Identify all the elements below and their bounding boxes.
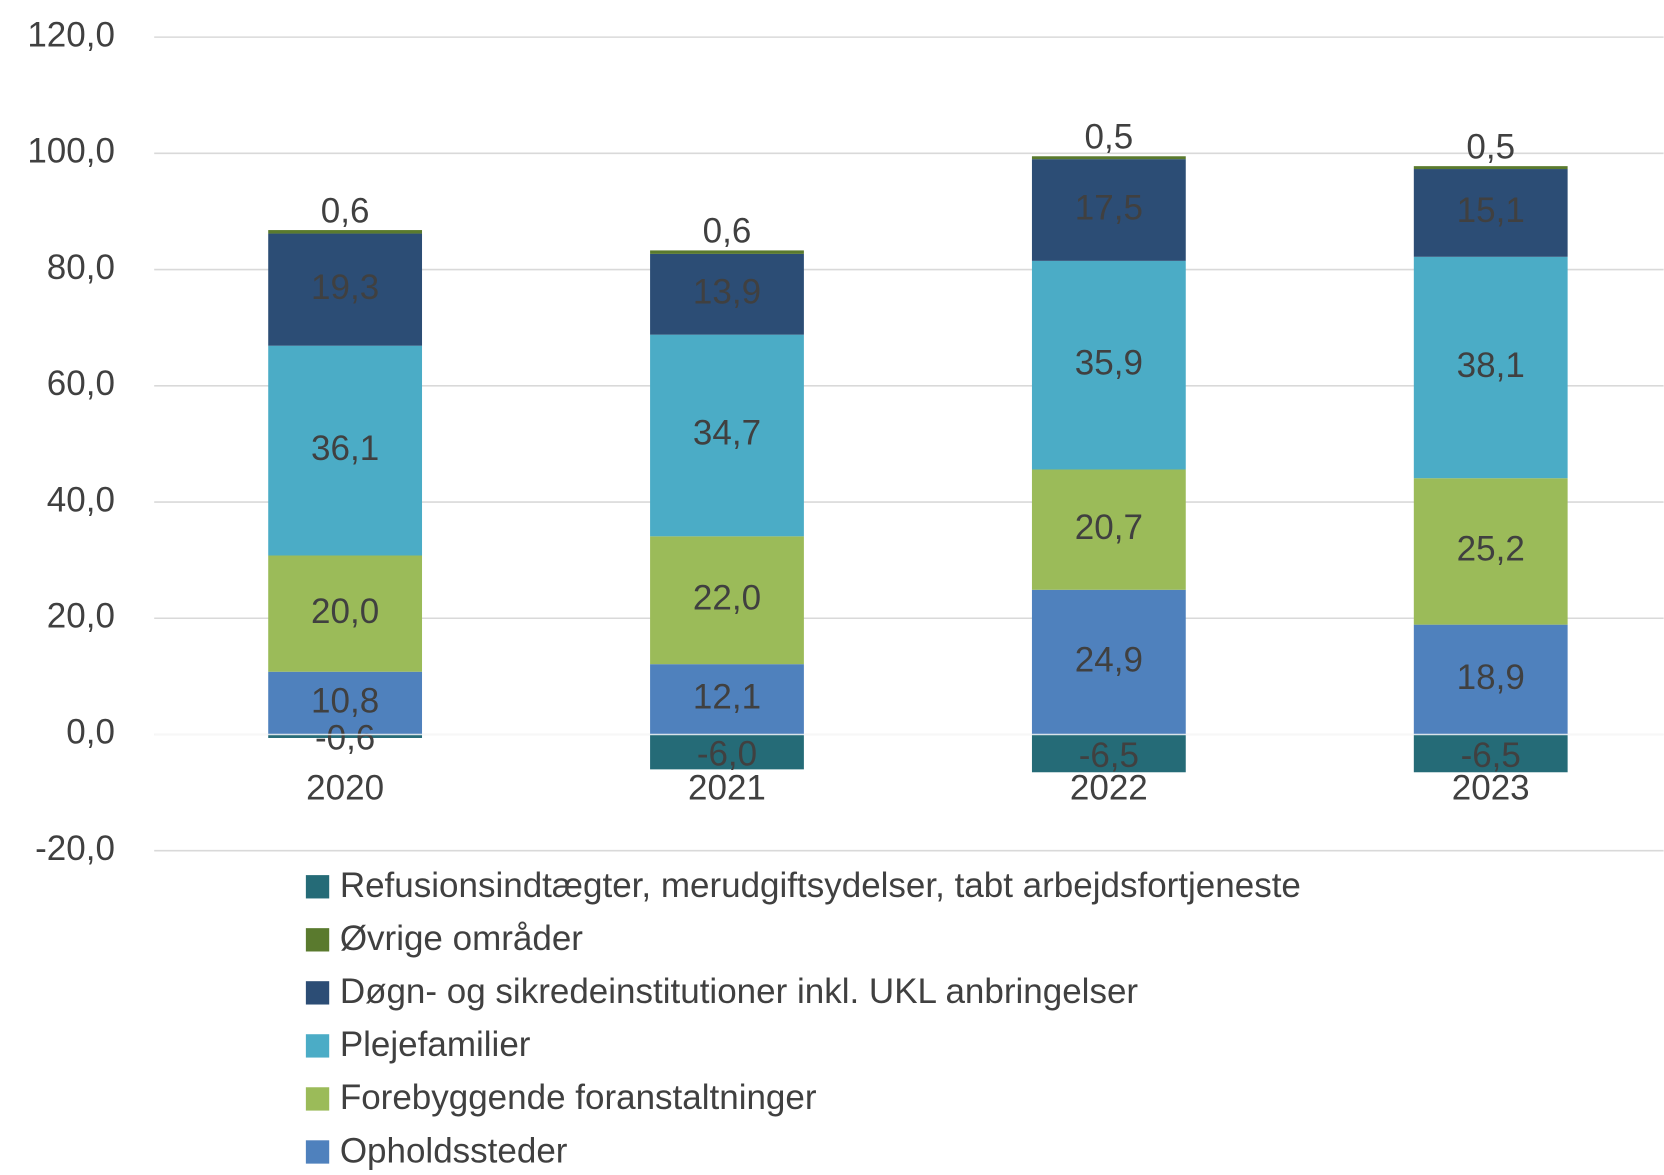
data-label: 0,5 [1085, 118, 1134, 157]
data-label: 13,9 [693, 273, 761, 312]
data-label: -0,6 [315, 719, 375, 758]
data-label: 15,1 [1457, 191, 1525, 230]
legend-swatch [305, 1087, 330, 1111]
bar-segment [1031, 469, 1186, 590]
bar-segment [1031, 260, 1186, 470]
data-label: 0,5 [1466, 127, 1515, 166]
bar-segment [1031, 159, 1186, 261]
data-label: 12,1 [693, 678, 761, 717]
bar-segment [650, 250, 804, 254]
legend-label: Refusionsindtægter, merudgiftsydelser, t… [340, 866, 1301, 905]
data-label: 35,9 [1075, 343, 1143, 382]
y-tick-label: 100,0 [27, 132, 115, 171]
bar-segment [268, 233, 423, 346]
data-label: 17,5 [1075, 188, 1143, 227]
y-tick-label: -20,0 [35, 829, 115, 868]
bar-segment [650, 334, 804, 537]
bar-segment [1413, 166, 1568, 170]
bar-segment [650, 664, 804, 735]
data-label: 34,7 [693, 414, 761, 453]
legend-label: Plejefamilier [340, 1025, 531, 1064]
data-label: -6,5 [1461, 736, 1521, 775]
bar-segment [1031, 156, 1186, 160]
legend-label: Opholdssteder [340, 1131, 568, 1170]
bar-segment [1413, 169, 1568, 257]
data-label: 20,7 [1075, 508, 1143, 547]
legend-swatch [305, 875, 330, 899]
x-tick-label: 2021 [688, 769, 766, 808]
bar-segment [650, 253, 804, 335]
data-label: 0,6 [321, 191, 370, 230]
bar-segment [1031, 589, 1186, 735]
legend-swatch [305, 981, 330, 1005]
legend-label: Døgn- og sikredeinstitutioner inkl. UKL … [340, 972, 1139, 1011]
y-tick-label: 60,0 [47, 364, 115, 403]
data-label: 22,0 [693, 578, 761, 617]
data-label: 10,8 [311, 681, 379, 720]
bar-segment [268, 345, 423, 556]
bar-segment [1413, 478, 1568, 625]
bar-segment [1413, 256, 1568, 479]
data-label: 36,1 [311, 429, 379, 468]
bar-segment [268, 671, 423, 735]
data-label: 38,1 [1457, 346, 1525, 385]
data-label: 19,3 [311, 268, 379, 307]
x-tick-label: 2023 [1452, 769, 1530, 808]
bar-segment [1413, 624, 1568, 735]
bar-segment [1031, 734, 1186, 773]
data-label: -6,5 [1079, 736, 1139, 775]
data-label: 24,9 [1075, 640, 1143, 679]
y-tick-label: 120,0 [27, 15, 115, 54]
data-label: 18,9 [1457, 658, 1525, 697]
y-tick-label: 0,0 [66, 713, 115, 752]
legend-label: Forebyggende foranstaltninger [340, 1078, 817, 1117]
y-tick-label: 40,0 [47, 480, 115, 519]
data-label: 0,6 [703, 212, 752, 251]
legend-swatch [305, 1140, 330, 1164]
y-tick-label: 80,0 [47, 248, 115, 287]
bar-segment [268, 555, 423, 672]
bar-segment [650, 536, 804, 665]
data-label: 25,2 [1457, 530, 1525, 569]
y-tick-label: 20,0 [47, 597, 115, 636]
legend-swatch [305, 928, 330, 952]
data-label: -6,0 [697, 734, 757, 773]
legend-swatch [305, 1034, 330, 1058]
bar-segment [650, 734, 804, 770]
bar-segment [1413, 734, 1568, 773]
data-label: 20,0 [311, 592, 379, 631]
x-tick-label: 2020 [306, 769, 384, 808]
legend-label: Øvrige områder [340, 919, 583, 958]
bar-segment [268, 230, 423, 234]
bar-segment [268, 734, 423, 738]
x-tick-label: 2022 [1070, 769, 1148, 808]
